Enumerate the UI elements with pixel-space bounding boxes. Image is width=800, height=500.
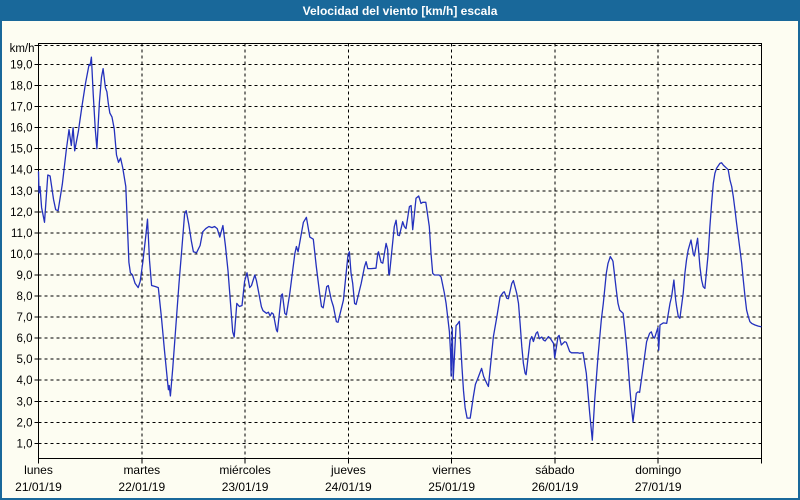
day-name-label: viernes (432, 463, 471, 477)
y-tick-label: 10,0 (10, 249, 32, 261)
day-name-label: martes (123, 463, 160, 477)
title-bar: Velocidad del viento [km/h] escala (2, 2, 798, 21)
day-date-label: 25/01/19 (428, 480, 475, 494)
chart-title: Velocidad del viento [km/h] escala (302, 4, 498, 18)
y-tick-label: 8,0 (17, 291, 33, 303)
y-tick-label: 13,0 (10, 186, 32, 198)
plot-border (38, 43, 762, 459)
day-date-label: 22/01/19 (118, 480, 165, 494)
day-name-label: miércoles (219, 463, 270, 477)
y-tick-label: 17,0 (10, 102, 32, 114)
kmh-unit-label: km/h (10, 43, 35, 55)
day-date-label: 26/01/19 (532, 480, 579, 494)
y-tick-label: 1,0 (17, 438, 33, 450)
y-tick-label: 5,0 (17, 354, 33, 366)
y-tick-label: 16,0 (10, 123, 32, 135)
day-name-label: jueves (330, 463, 366, 477)
day-name-label: lunes (24, 463, 53, 477)
wind-speed-chart: 1,0 2,0 3,0 4,0 5,0 6,0 7,0 8,0 9,0 10,0 11,0 12,0 1… (10, 43, 762, 494)
y-tick-label: 11,0 (11, 228, 33, 240)
day-date-label: 27/01/19 (635, 480, 682, 494)
y-tick-label: 18,0 (10, 81, 32, 93)
day-name-label: domingo (635, 463, 681, 477)
y-tick-label: 4,0 (17, 375, 33, 387)
y-tick-label: 6,0 (17, 333, 33, 345)
wind-speed-line (37, 56, 762, 441)
day-name-label: sábado (535, 463, 575, 477)
y-tick-label: 19,0 (10, 59, 32, 71)
plot-area: 1,0 2,0 3,0 4,0 5,0 6,0 7,0 8,0 9,0 10,0 11,0 12,0 1… (2, 21, 798, 498)
day-date-label: 23/01/19 (222, 480, 269, 494)
y-tick-label: 9,0 (17, 270, 33, 282)
y-tick-label: 12,0 (10, 207, 32, 219)
y-tick-label: 15,0 (10, 144, 32, 156)
day-date-label: 21/01/19 (15, 480, 62, 494)
day-date-label: 24/01/19 (325, 480, 372, 494)
y-tick-label: 3,0 (17, 396, 33, 408)
y-tick-label: 14,0 (10, 165, 32, 177)
y-tick-label: 2,0 (17, 417, 33, 429)
y-tick-label: 7,0 (17, 312, 33, 324)
